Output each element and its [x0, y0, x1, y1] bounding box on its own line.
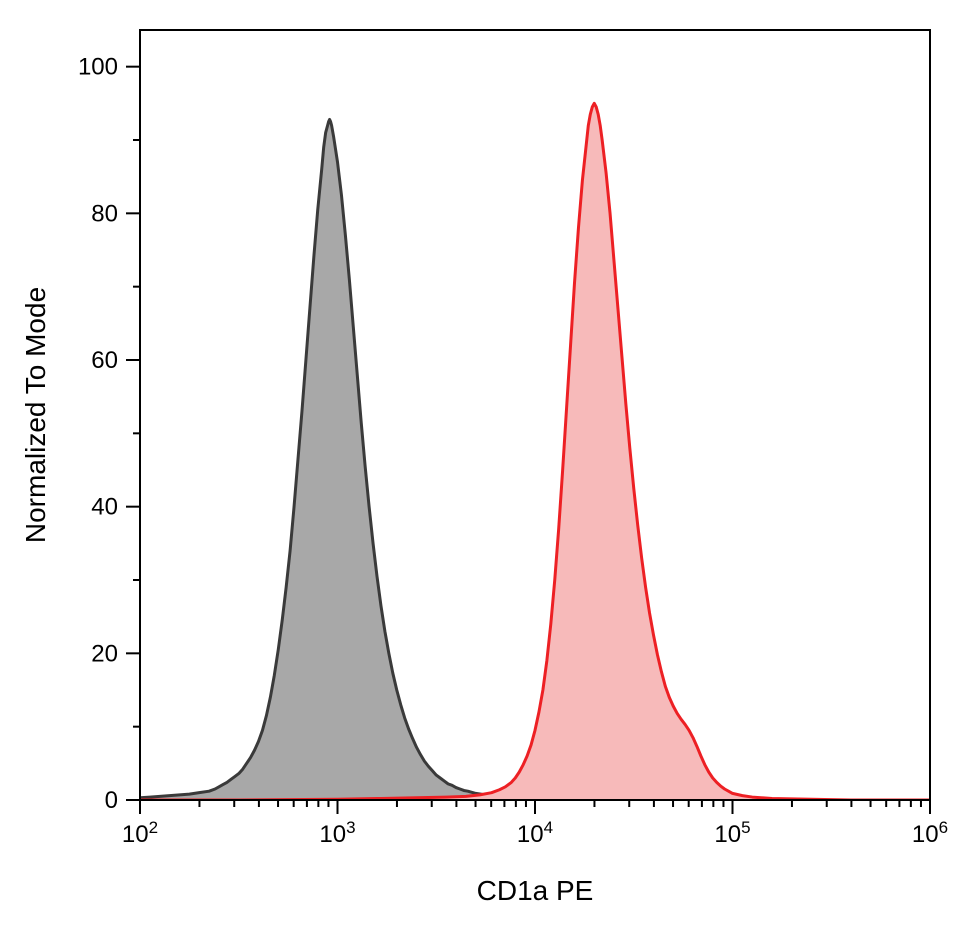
chart-svg: 102 103 104 105 106 CD1a PE 0 20 40 60 80 100 Normal…	[0, 0, 979, 943]
svg-text:60: 60	[91, 347, 118, 374]
svg-text:103: 103	[319, 818, 355, 849]
svg-text:100: 100	[78, 54, 118, 81]
svg-text:40: 40	[91, 494, 118, 521]
svg-text:105: 105	[714, 818, 750, 849]
svg-text:102: 102	[122, 818, 158, 849]
svg-text:20: 20	[91, 640, 118, 667]
svg-text:CD1a PE: CD1a PE	[477, 875, 594, 906]
histogram-chart: 102 103 104 105 106 CD1a PE 0 20 40 60 80 100 Normal…	[0, 0, 979, 943]
svg-text:0: 0	[105, 787, 118, 814]
svg-text:Normalized To Mode: Normalized To Mode	[20, 287, 51, 543]
svg-text:80: 80	[91, 200, 118, 227]
svg-text:106: 106	[912, 818, 948, 849]
svg-text:104: 104	[517, 818, 553, 849]
